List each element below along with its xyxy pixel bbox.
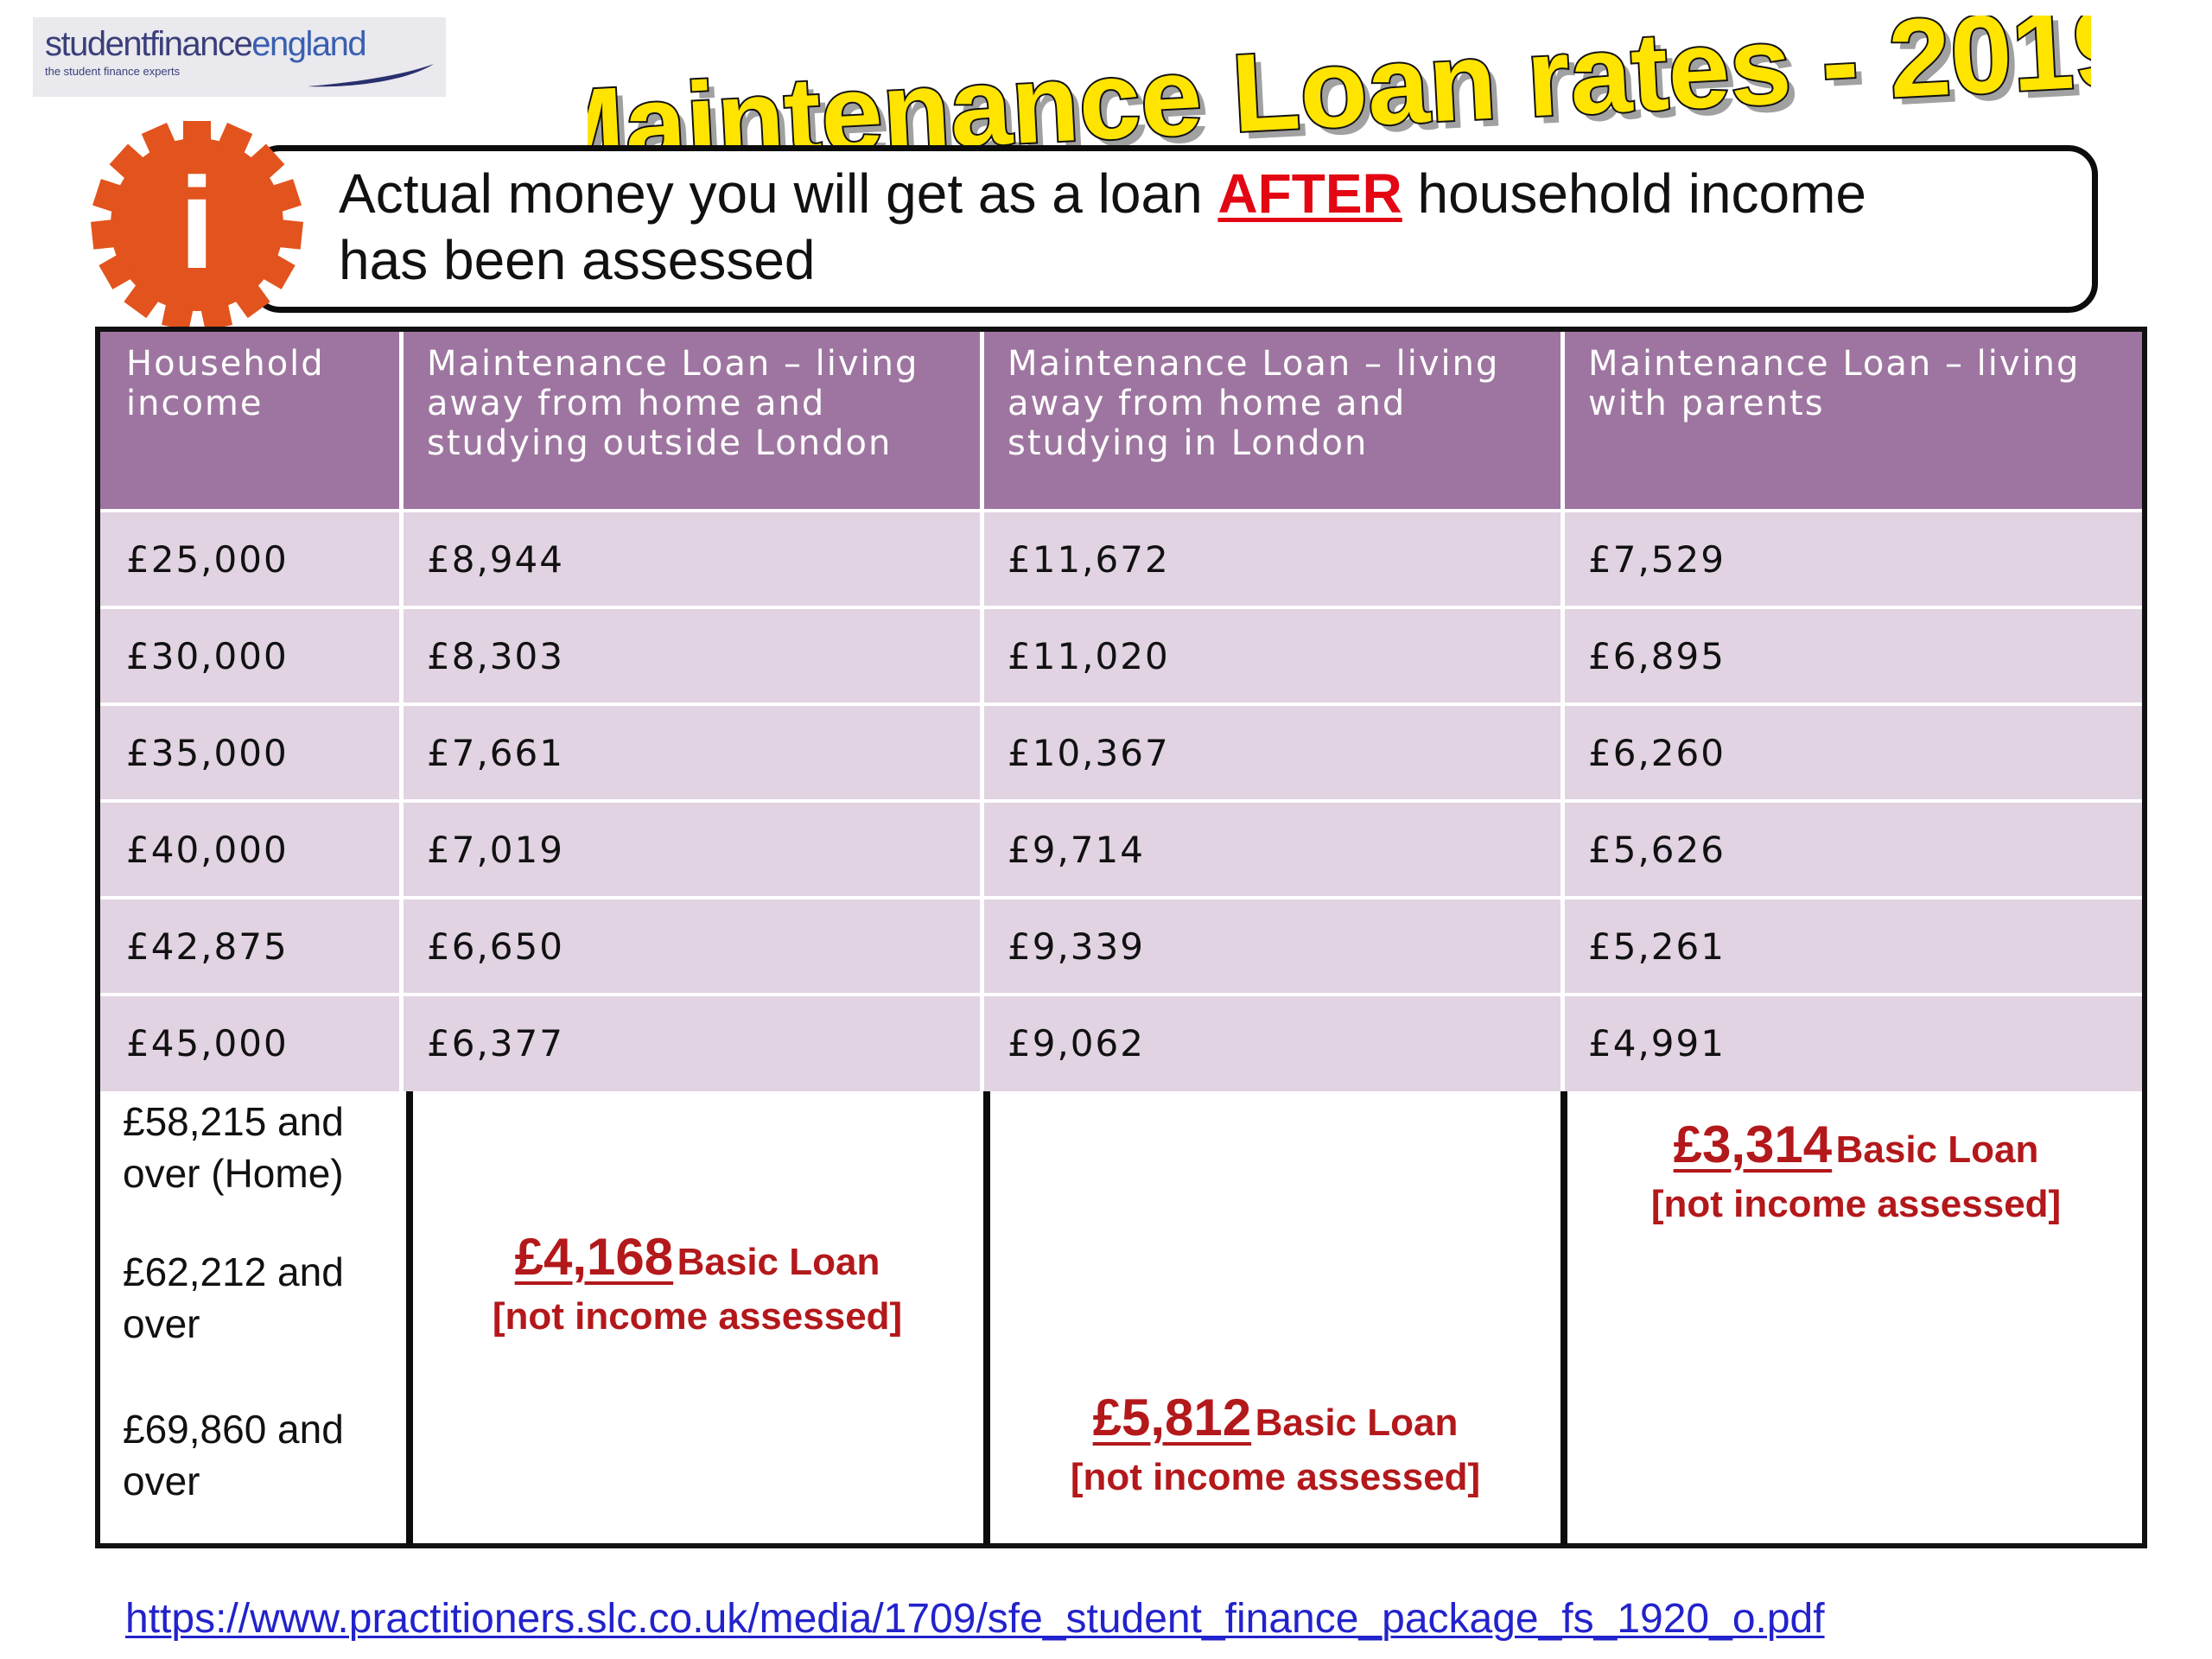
table-cell: £25,000 [100,511,401,607]
table-cell: £42,875 [100,898,401,995]
basic-loan-note: [not income assessed] [1650,1183,2062,1225]
basic-loan-amount: £5,812 [1092,1389,1252,1446]
table-cell: £5,261 [1562,898,2142,995]
info-callout [251,145,2098,313]
svg-text:Maintenance Loan rates - 2019: Maintenance Loan rates - 2019 [588,16,2091,162]
table-cell: £9,714 [982,801,1562,898]
logo-tagline: the student finance experts [45,65,181,78]
table-cell: £10,367 [982,704,1562,801]
table-cell: £8,303 [401,607,982,704]
source-link[interactable]: https://www.practitioners.slc.co.uk/medi… [125,1596,1825,1642]
header-household-income: Household income [100,332,401,511]
table-cell: £40,000 [100,801,401,898]
column-divider [406,1091,413,1545]
basic-loan-amount: £3,314 [1673,1116,1833,1173]
table-cell: £4,991 [1562,995,2142,1091]
info-letter: i [179,150,215,296]
row-divider [100,606,2142,609]
threshold-outside-london: £62,212 and over [123,1249,344,1346]
table-cell: £11,672 [982,511,1562,607]
header-with-parents: Maintenance Loan – living with parents [1562,332,2142,511]
threshold-in-london: £69,860 and over [123,1407,344,1503]
info-gear-icon: i [90,121,304,328]
logo-swoosh-icon [308,64,434,87]
table-cell: £8,944 [401,511,982,607]
table-cell: £7,661 [401,704,982,801]
basic-loan-label: Basic Loan [677,1241,880,1283]
table-cell: £30,000 [100,607,401,704]
title-text: Maintenance Loan rates - 2019 [588,16,2091,162]
info-line-1: Actual money you will get as a loan AFTE… [339,162,1866,225]
column-divider [983,1091,990,1545]
basic-loan-with-parents: £3,314 Basic Loan [not income assessed] [1571,1115,2141,1226]
table-cell: £5,626 [1562,801,2142,898]
table-cell: £9,062 [982,995,1562,1091]
loan-rates-table [95,327,2147,1548]
header-away-in-london: Maintenance Loan – living away from home… [982,332,1562,511]
table-cell: £9,339 [982,898,1562,995]
info-text: Actual money you will get as a loan AFTE… [339,161,2050,294]
table-cell: £45,000 [100,995,401,1091]
student-finance-england-logo: studentfinanceengland the student financ… [33,17,446,97]
after-emphasis: AFTER [1217,162,1402,225]
row-divider [100,896,2142,899]
row-divider [100,509,2142,512]
basic-loan-label: Basic Loan [1255,1402,1459,1444]
column-divider [399,332,404,1091]
logo-wordmark: studentfinanceengland [45,25,367,63]
basic-loan-outside-london: £4,168 Basic Loan [not income assessed] [416,1227,978,1338]
basic-loan-note: [not income assessed] [492,1295,903,1338]
table-cell: £6,260 [1562,704,2142,801]
column-divider [1560,332,1565,1091]
row-divider [100,799,2142,803]
table-cell: £7,529 [1562,511,2142,607]
header-away-outside-london: Maintenance Loan – living away from home… [401,332,982,511]
basic-loan-amount: £4,168 [514,1228,674,1286]
column-divider [1560,1091,1567,1545]
table-cell: £6,895 [1562,607,2142,704]
basic-loan-label: Basic Loan [1835,1128,2039,1171]
row-divider [100,993,2142,996]
threshold-home: £58,215 and over (Home) [123,1099,344,1196]
basic-loan-in-london: £5,812 Basic Loan [not income assessed] [994,1388,1557,1499]
basic-loan-note: [not income assessed] [1070,1456,1481,1498]
page-title: Maintenance Loan rates - 2019 Maintenanc… [588,16,2091,162]
info-line-2: has been assessed [339,229,816,291]
row-divider [100,702,2142,706]
table-cell: £6,650 [401,898,982,995]
table-cell: £11,020 [982,607,1562,704]
table-cell: £35,000 [100,704,401,801]
table-cell: £7,019 [401,801,982,898]
table-cell: £6,377 [401,995,982,1091]
column-divider [980,332,984,1091]
